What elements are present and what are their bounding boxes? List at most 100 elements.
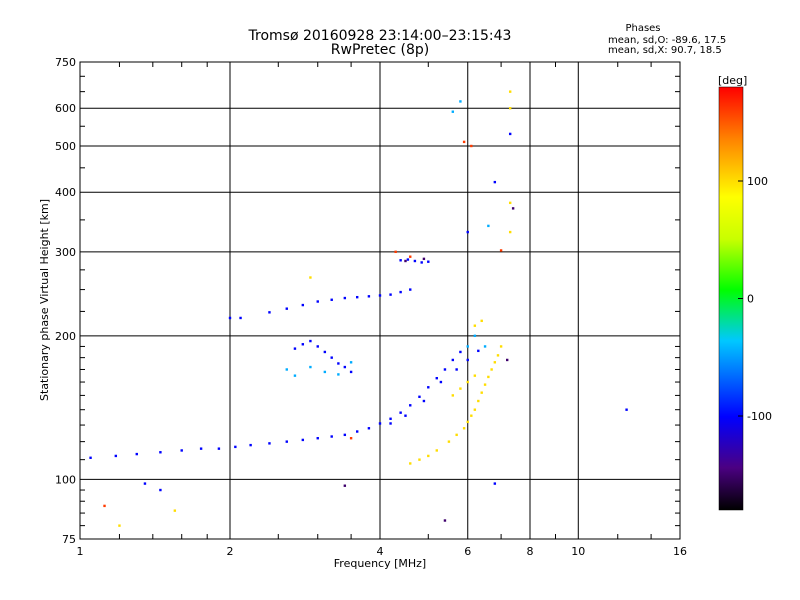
data-point (316, 300, 319, 303)
data-point (508, 201, 512, 205)
data-point (493, 180, 497, 184)
data-point (404, 414, 407, 417)
x-tick-label: 1 (77, 545, 84, 558)
data-point (477, 349, 480, 353)
data-point (323, 370, 327, 374)
data-point (293, 374, 297, 377)
data-point (511, 207, 515, 210)
data-point (473, 334, 477, 338)
data-point (418, 395, 421, 398)
data-point (409, 404, 412, 407)
data-point (199, 447, 203, 450)
data-point (228, 316, 232, 320)
data-point (466, 358, 469, 362)
data-point (508, 107, 512, 110)
data-point (462, 140, 466, 144)
y-tick-label: 400 (55, 186, 76, 199)
data-point (470, 144, 473, 148)
data-point (466, 345, 469, 348)
data-point (399, 259, 402, 262)
data-point (409, 288, 412, 291)
data-point (367, 427, 371, 430)
data-point (443, 519, 447, 522)
data-point (427, 386, 430, 389)
data-point (114, 454, 118, 458)
data-point (301, 343, 305, 346)
data-point (477, 399, 480, 403)
data-point (330, 435, 333, 438)
x-tick-label: 6 (464, 545, 471, 558)
data-point (285, 368, 288, 371)
data-point (173, 509, 177, 512)
data-point (409, 462, 412, 465)
x-tick-label: 10 (571, 545, 585, 558)
data-point (480, 391, 483, 394)
data-point (367, 295, 371, 298)
data-point (483, 345, 487, 348)
data-point (625, 408, 628, 411)
data-point (378, 294, 382, 297)
data-point (493, 361, 497, 364)
phase-summary-o: mean, sd,O: -89.6, 17.5 (608, 35, 726, 46)
data-point (466, 380, 469, 384)
phase-summary-x: mean, sd,X: 90.7, 18.5 (608, 45, 722, 56)
data-point (389, 293, 392, 296)
data-point (343, 365, 347, 369)
data-point (234, 445, 237, 449)
x-tick-label: 4 (377, 545, 384, 558)
data-point (349, 370, 353, 374)
data-point (323, 350, 327, 354)
data-point (337, 362, 340, 365)
colorbar-tick-label: -100 (747, 410, 772, 423)
y-tick-label: 100 (55, 473, 76, 486)
data-point (309, 276, 312, 279)
data-point (499, 345, 503, 348)
data-point (378, 422, 382, 425)
chart-title: Tromsø 20160928 23:14:00–23:15:43 (248, 28, 512, 44)
data-point (496, 354, 500, 357)
data-point (268, 311, 271, 314)
data-point (217, 447, 221, 450)
axis-ticks: 1 2 4 6 8 10 16 75 100 200 300 400 500 600 750 (55, 56, 687, 558)
data-point (413, 259, 417, 263)
data-point (394, 250, 397, 254)
x-tick-label: 16 (673, 545, 687, 558)
data-point (406, 258, 410, 261)
scatter-points (89, 90, 628, 527)
data-point (455, 368, 458, 371)
data-point (349, 437, 353, 440)
data-point (473, 408, 477, 411)
data-point (427, 454, 430, 458)
data-point (343, 433, 347, 437)
data-point (466, 420, 469, 424)
chart-subtitle: RwPretec (8p) (331, 42, 429, 58)
data-point (470, 414, 473, 417)
data-point (487, 224, 490, 228)
data-point (451, 110, 455, 113)
y-axis-label: Stationary phase Virtual Height [km] (38, 199, 51, 401)
grid-lines (80, 62, 680, 539)
data-point (355, 430, 359, 433)
data-point (293, 347, 297, 350)
data-point (466, 230, 469, 234)
data-point (480, 319, 483, 323)
x-tick-label: 2 (227, 545, 234, 558)
data-point (493, 482, 497, 485)
data-point (435, 449, 438, 452)
data-point (447, 440, 451, 443)
data-point (89, 456, 92, 459)
data-point (473, 324, 477, 327)
data-point (459, 350, 462, 354)
data-point (239, 316, 242, 320)
data-point (451, 394, 455, 397)
data-point (483, 383, 487, 386)
colorbar-tick-label: 0 (747, 293, 754, 306)
y-tick-label: 300 (55, 246, 76, 259)
data-point (435, 376, 438, 380)
x-axis-label: Frequency [MHz] (334, 557, 426, 570)
x-tick-label: 8 (527, 545, 534, 558)
data-point (103, 504, 106, 508)
y-tick-label: 500 (55, 140, 76, 153)
data-point (443, 368, 447, 371)
y-tick-label: 200 (55, 330, 76, 343)
